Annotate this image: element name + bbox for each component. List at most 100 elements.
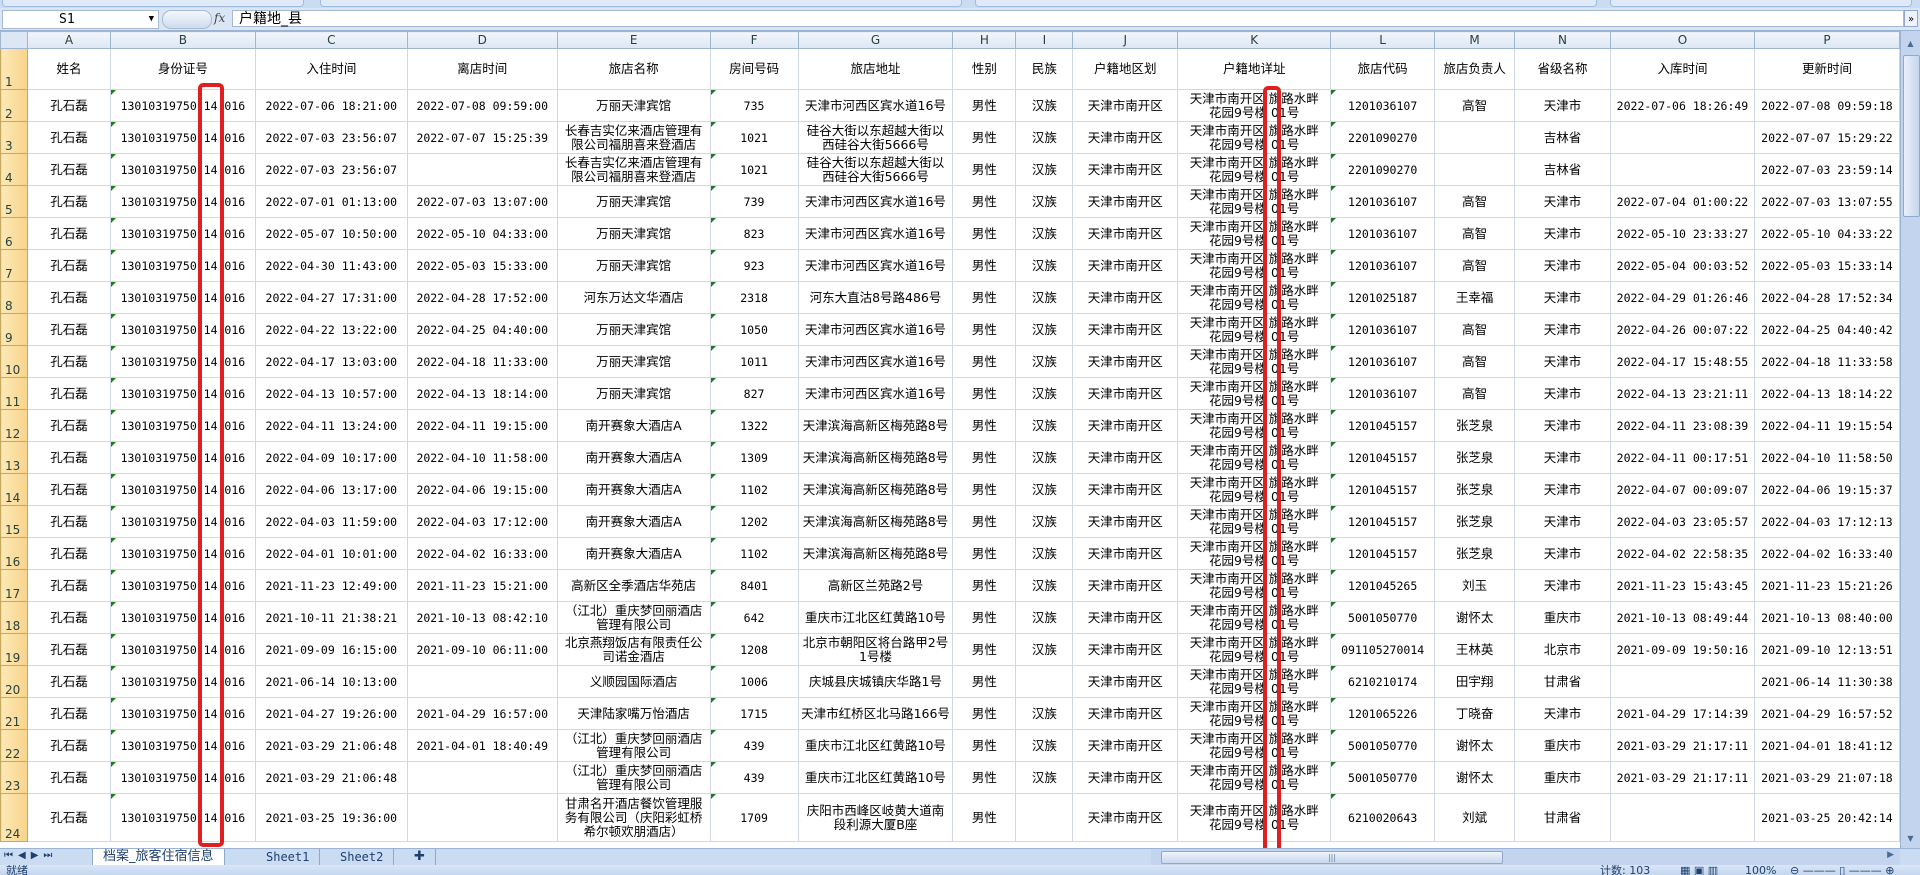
cell-b[interactable]: 13010319750 14 016 [109, 697, 256, 730]
cell-b[interactable]: 13010319750 14 016 [109, 473, 256, 506]
cell-o[interactable] [1610, 665, 1755, 698]
cell-d[interactable]: 2022-04-03 17:12:00 [406, 505, 558, 538]
row-header[interactable]: 4 [0, 153, 28, 186]
cell-g[interactable]: 重庆市江北区红黄路10号 [797, 729, 954, 762]
column-header-a[interactable]: A [26, 31, 111, 49]
cell-l[interactable]: 1201036107 [1330, 345, 1436, 378]
cell-a[interactable]: 孔石磊 [26, 697, 111, 730]
cell-l[interactable]: 1201036107 [1330, 217, 1436, 250]
cell-e[interactable]: 万丽天津宾馆 [556, 345, 711, 378]
row-header[interactable]: 15 [0, 505, 28, 538]
cell-l[interactable]: 091105270014 [1330, 633, 1436, 666]
cell-j[interactable]: 天津市南开区 [1072, 121, 1179, 154]
cell-c[interactable]: 2022-04-11 13:24:00 [254, 409, 408, 442]
cell-l[interactable]: 1201036107 [1330, 89, 1436, 122]
cell-o[interactable]: 2022-04-11 23:08:39 [1610, 409, 1755, 442]
cell-j[interactable]: 天津市南开区 [1072, 249, 1179, 282]
cell-j[interactable]: 天津市南开区 [1072, 153, 1179, 186]
cell-p[interactable]: 2022-07-08 09:59:18 [1753, 89, 1900, 122]
formula-input[interactable]: 户籍地_县 [232, 10, 1904, 27]
column-title[interactable]: 入住时间 [254, 48, 408, 90]
cell-b[interactable]: 13010319750 14 016 [109, 537, 256, 570]
cell-a[interactable]: 孔石磊 [26, 313, 111, 346]
tab-archive-guest-stay[interactable]: 档案_旅客住宿信息 [92, 849, 225, 866]
cell-f[interactable]: 1050 [709, 313, 799, 346]
column-title[interactable]: 入库时间 [1610, 48, 1755, 90]
cell-e[interactable]: 南开赛象大酒店A [556, 409, 711, 442]
vertical-scroll-thumb[interactable] [1903, 55, 1920, 217]
cell-h[interactable]: 男性 [952, 89, 1017, 122]
cell-j[interactable]: 天津市南开区 [1072, 89, 1179, 122]
cell-e[interactable]: 南开赛象大酒店A [556, 505, 711, 538]
cell-p[interactable]: 2021-04-01 18:41:12 [1753, 729, 1900, 762]
cell-o[interactable]: 2021-09-09 19:50:16 [1610, 633, 1755, 666]
cell-m[interactable]: 谢怀太 [1434, 761, 1516, 794]
cell-a[interactable]: 孔石磊 [26, 473, 111, 506]
cell-e[interactable]: 长春吉实亿来酒店管理有限公司福朋喜来登酒店 [556, 153, 711, 186]
row-header[interactable]: 24 [0, 793, 28, 842]
cell-f[interactable]: 739 [709, 185, 799, 218]
cell-n[interactable]: 天津市 [1514, 281, 1611, 314]
scroll-down-icon[interactable]: ▼ [1907, 834, 1914, 843]
cell-d[interactable]: 2022-04-28 17:52:00 [406, 281, 558, 314]
column-title[interactable]: 民族 [1015, 48, 1074, 90]
cell-e[interactable]: 万丽天津宾馆 [556, 89, 711, 122]
cell-g[interactable]: 天津市红桥区北马路166号 [797, 697, 954, 730]
cell-c[interactable]: 2021-03-29 21:06:48 [254, 761, 408, 794]
chevron-down-icon[interactable]: ▼ [148, 14, 154, 24]
cell-f[interactable]: 827 [709, 377, 799, 410]
cell-b[interactable]: 13010319750 14 016 [109, 89, 256, 122]
cell-o[interactable]: 2022-04-26 00:07:22 [1610, 313, 1755, 346]
cell-h[interactable]: 男性 [952, 313, 1017, 346]
cell-m[interactable]: 高智 [1434, 313, 1516, 346]
cell-c[interactable]: 2022-07-06 18:21:00 [254, 89, 408, 122]
cell-i[interactable]: 汉族 [1015, 377, 1074, 410]
cell-g[interactable]: 北京市朝阳区将台路甲2号1号楼 [797, 633, 954, 666]
cell-b[interactable]: 13010319750 14 016 [109, 313, 256, 346]
cell-m[interactable]: 张芝泉 [1434, 473, 1516, 506]
cell-a[interactable]: 孔石磊 [26, 409, 111, 442]
column-header-o[interactable]: O [1610, 31, 1755, 49]
cell-k[interactable]: 天津市南开区 旗路水畔 花园9号楼 01号 [1177, 537, 1332, 570]
cell-o[interactable]: 2022-04-29 01:26:46 [1610, 281, 1755, 314]
cell-p[interactable]: 2021-03-25 20:42:14 [1753, 793, 1900, 842]
cell-k[interactable]: 天津市南开区 旗路水畔 花园9号楼 01号 [1177, 761, 1332, 794]
column-header-p[interactable]: P [1753, 31, 1900, 49]
column-title[interactable]: 姓名 [26, 48, 111, 90]
cell-p[interactable]: 2021-06-14 11:30:38 [1753, 665, 1900, 698]
tab-sheet1[interactable]: Sheet1 [256, 849, 321, 865]
cell-e[interactable]: 南开赛象大酒店A [556, 441, 711, 474]
formula-cancel-button[interactable] [162, 10, 212, 29]
column-title[interactable]: 省级名称 [1514, 48, 1611, 90]
cell-f[interactable]: 1102 [709, 537, 799, 570]
cell-n[interactable]: 北京市 [1514, 633, 1611, 666]
cell-c[interactable]: 2021-10-11 21:38:21 [254, 601, 408, 634]
column-header-l[interactable]: L [1330, 31, 1436, 49]
cell-p[interactable]: 2022-04-10 11:58:50 [1753, 441, 1900, 474]
cell-i[interactable]: 汉族 [1015, 537, 1074, 570]
cell-h[interactable]: 男性 [952, 441, 1017, 474]
cell-c[interactable]: 2022-04-22 13:22:00 [254, 313, 408, 346]
cell-n[interactable]: 天津市 [1514, 473, 1611, 506]
cell-j[interactable]: 天津市南开区 [1072, 537, 1179, 570]
cell-l[interactable]: 6210210174 [1330, 665, 1436, 698]
cell-g[interactable]: 天津市河西区宾水道16号 [797, 313, 954, 346]
cell-d[interactable]: 2022-05-10 04:33:00 [406, 217, 558, 250]
column-header-g[interactable]: G [797, 31, 954, 49]
row-header[interactable]: 19 [0, 633, 28, 666]
cell-j[interactable]: 天津市南开区 [1072, 377, 1179, 410]
cell-p[interactable]: 2022-04-18 11:33:58 [1753, 345, 1900, 378]
cell-e[interactable]: 义顺园国际酒店 [556, 665, 711, 698]
cell-b[interactable]: 13010319750 14 016 [109, 409, 256, 442]
cell-k[interactable]: 天津市南开区 旗路水畔 花园9号楼 01号 [1177, 409, 1332, 442]
cell-j[interactable]: 天津市南开区 [1072, 793, 1179, 842]
cell-p[interactable]: 2022-04-02 16:33:40 [1753, 537, 1900, 570]
cell-f[interactable]: 1021 [709, 121, 799, 154]
cell-e[interactable]: 高新区全季酒店华苑店 [556, 569, 711, 602]
cell-c[interactable]: 2022-04-27 17:31:00 [254, 281, 408, 314]
cell-g[interactable]: 重庆市江北区红黄路10号 [797, 761, 954, 794]
cell-i[interactable]: 汉族 [1015, 409, 1074, 442]
cell-o[interactable]: 2022-07-06 18:26:49 [1610, 89, 1755, 122]
cell-j[interactable]: 天津市南开区 [1072, 473, 1179, 506]
cell-o[interactable]: 2022-05-04 00:03:52 [1610, 249, 1755, 282]
